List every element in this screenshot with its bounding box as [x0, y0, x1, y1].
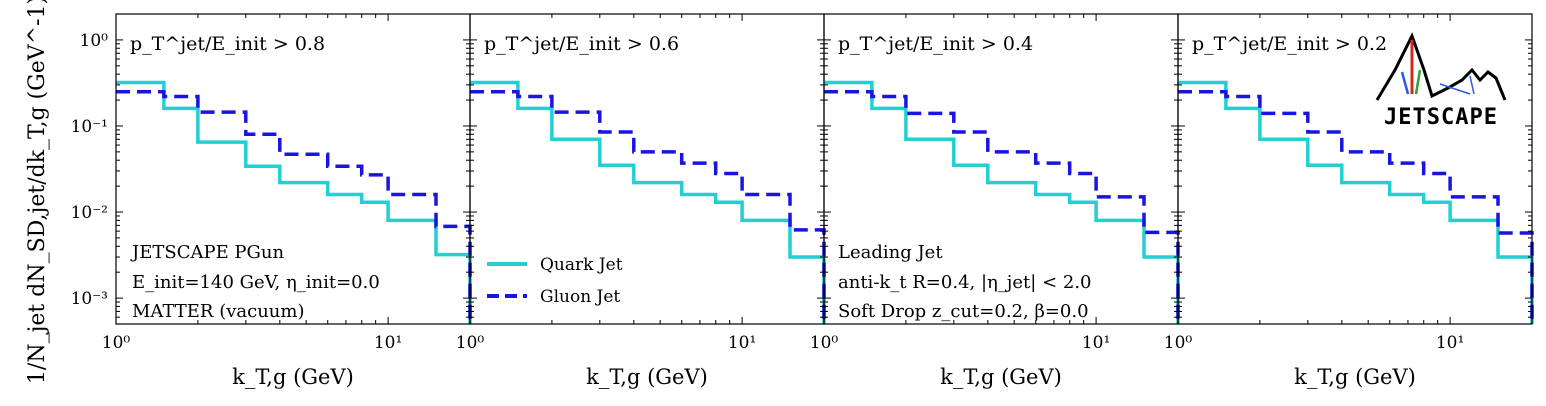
x-tick-label-3: 10⁰ [810, 333, 839, 353]
x-tick-label-2: 10¹ [728, 333, 756, 353]
quark-series-2 [470, 80, 826, 324]
y-axis-label: 1/N_jet dN_SD,jet/dk_T,g (GeV^-1) [25, 0, 50, 384]
annotation-left-line-2: E_init=140 GeV, η_init=0.0 [132, 272, 380, 293]
panel-3: 10⁰ 10¹ k_T,g (GeV) p_T^jet/E_init > 0.4 [810, 13, 1180, 389]
panel-title-3: p_T^jet/E_init > 0.4 [838, 33, 1033, 55]
x-axis-label-3: k_T,g (GeV) [940, 365, 1062, 389]
svg-text:1/N_jet dN_SD,jet/dk_T,g (GeV^: 1/N_jet dN_SD,jet/dk_T,g (GeV^-1) [25, 0, 50, 384]
panels: 10⁰ 10¹ k_T,g (GeV) 10⁻³ 10⁻² 10⁻¹ 10⁰ p_T^jet/… [71, 13, 1534, 389]
annotation-right: Leading Jet anti-k_t R=0.4, |η_jet| < 2.… [838, 242, 1092, 322]
panel-title-2: p_T^jet/E_init > 0.6 [484, 33, 679, 55]
x-axis-label-1: k_T,g (GeV) [232, 365, 354, 389]
panel-1: 10⁰ 10¹ k_T,g (GeV) 10⁻³ 10⁻² 10⁻¹ 10⁰ p_T^jet/… [71, 13, 472, 389]
panel-title-4: p_T^jet/E_init > 0.2 [1192, 33, 1387, 55]
y-tick-label: 10⁻¹ [71, 117, 108, 137]
axes-frame-4 [1177, 13, 1533, 325]
annotation-left-line-3: MATTER (vacuum) [132, 301, 305, 322]
legend: Quark Jet Gluon Jet [487, 255, 623, 307]
logo-text: JETSCAPE [1384, 105, 1498, 130]
y-tick-label: 10⁻² [71, 203, 108, 223]
annotation-left: JETSCAPE PGun E_init=140 GeV, η_init=0.0… [130, 242, 380, 322]
x-tick-label-1: 10¹ [374, 333, 402, 353]
y-tick-label: 10⁻³ [71, 289, 108, 309]
x-tick-label-4: 10⁰ [1164, 333, 1193, 353]
gluon-series-3 [824, 89, 1180, 324]
y-tick-label: 10⁰ [80, 31, 109, 51]
panel-4: 10⁰ 10¹ k_T,g (GeV) p_T^jet/E_init > 0.2 [1164, 13, 1534, 389]
jetscape-logo: JETSCAPE [1375, 32, 1507, 130]
gluon-series-2 [470, 89, 826, 324]
x-tick-label-3: 10¹ [1082, 333, 1110, 353]
x-axis-label-2: k_T,g (GeV) [586, 365, 708, 389]
panel-2: 10⁰ 10¹ k_T,g (GeV) p_T^jet/E_init > 0.6 [456, 13, 826, 389]
x-tick-label-2: 10⁰ [456, 333, 485, 353]
axes-frame-2 [469, 13, 825, 325]
legend-gluon-label: Gluon Jet [540, 287, 620, 307]
panel-title-1: p_T^jet/E_init > 0.8 [130, 33, 325, 55]
annotation-left-line-1: JETSCAPE PGun [130, 242, 285, 263]
annotation-right-line-1: Leading Jet [838, 242, 943, 263]
x-tick-label-4: 10¹ [1436, 333, 1464, 353]
x-tick-label-1: 10⁰ [102, 333, 131, 353]
x-axis-label-4: k_T,g (GeV) [1294, 365, 1416, 389]
legend-quark-label: Quark Jet [540, 255, 623, 275]
gluon-series-1 [116, 89, 472, 324]
gluon-series-4 [1178, 89, 1534, 324]
annotation-right-line-2: anti-k_t R=0.4, |η_jet| < 2.0 [838, 272, 1092, 293]
annotation-right-line-3: Soft Drop z_cut=0.2, β=0.0 [838, 301, 1089, 322]
